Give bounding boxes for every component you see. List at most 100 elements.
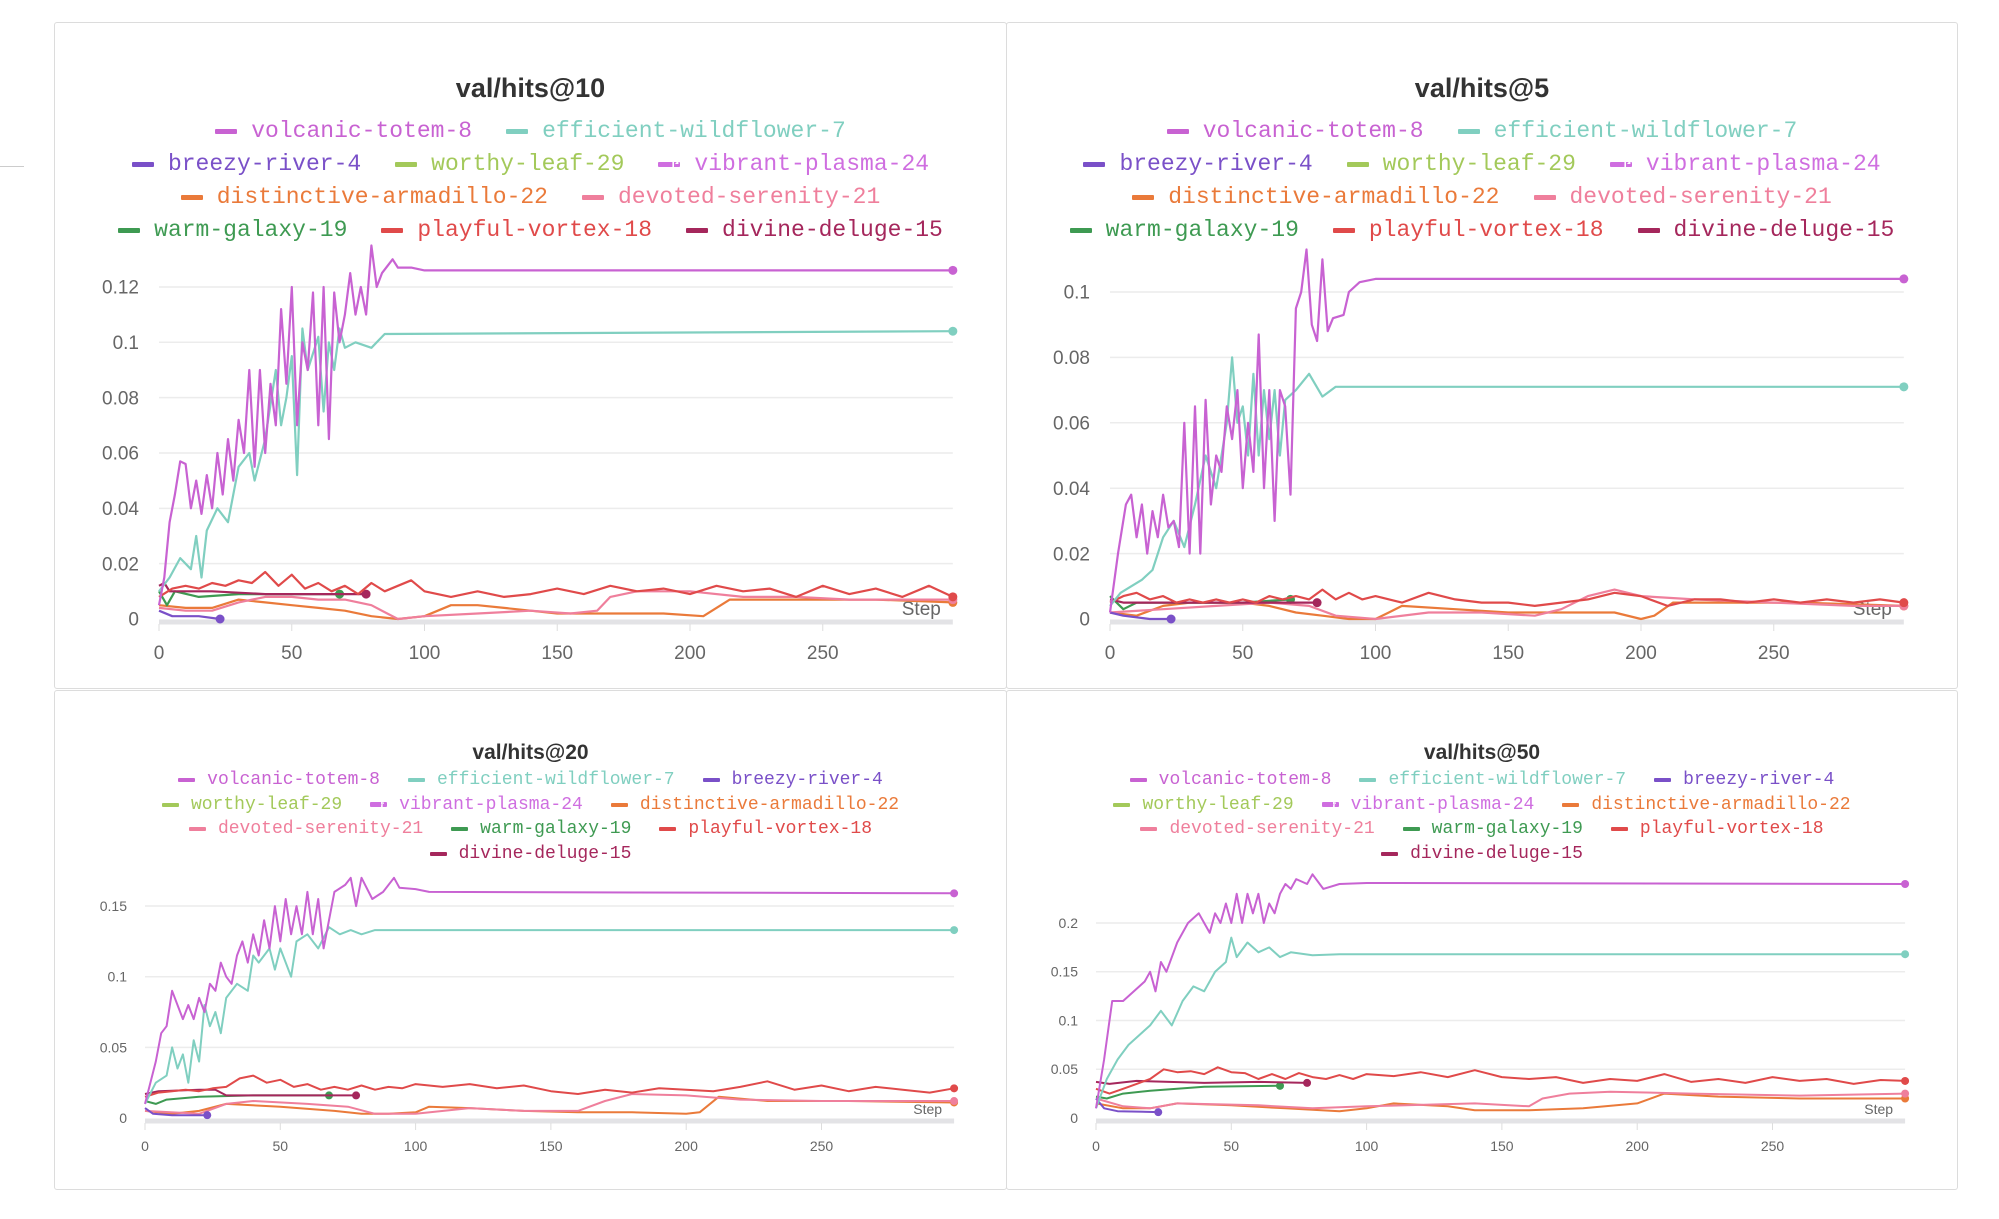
series-line-volcanic-totem-8[interactable] — [1108, 248, 1904, 613]
legend-item[interactable]: divine-deluge-15 — [686, 214, 943, 247]
legend-item[interactable]: distinctive-armadillo-22 — [180, 181, 548, 214]
chart-title: val/hits@5 — [1414, 73, 1550, 103]
legend-item[interactable]: vibrant-plasma-24 — [1609, 148, 1881, 181]
legend-item[interactable]: efficient-wildflower-7 — [407, 768, 675, 793]
series-end-marker — [1312, 598, 1322, 608]
legend-item[interactable]: devoted-serenity-21 — [582, 181, 880, 214]
legend-item[interactable]: volcanic-totem-8 — [1166, 115, 1424, 148]
legend-item[interactable]: warm-galaxy-19 — [451, 817, 631, 842]
x-tick-label: 200 — [1626, 1138, 1650, 1154]
legend-swatch-icon — [1609, 162, 1632, 167]
legend-item[interactable]: efficient-wildflower-7 — [1457, 115, 1797, 148]
series-end-marker — [1899, 382, 1909, 392]
series-line-devoted-serenity-21[interactable] — [1109, 588, 1904, 621]
series-line-volcanic-totem-8[interactable] — [157, 244, 953, 606]
legend-item[interactable]: vibrant-plasma-24 — [1321, 793, 1534, 818]
left-edge-divider — [0, 166, 24, 167]
legend-item[interactable]: volcanic-totem-8 — [178, 768, 380, 793]
series-line-breezy-river-4[interactable] — [158, 609, 221, 621]
legend-item[interactable]: vibrant-plasma-24 — [370, 793, 583, 818]
series-line-devoted-serenity-21[interactable] — [1095, 1090, 1906, 1110]
legend-item[interactable]: worthy-leaf-29 — [161, 793, 342, 818]
y-tick-label: 0 — [1079, 610, 1090, 631]
legend-item[interactable]: breezy-river-4 — [1654, 768, 1834, 793]
series-line-efficient-wildflower-7[interactable] — [1095, 936, 1906, 1109]
legend-row: warm-galaxy-19 playful-vortex-18 divine-de… — [1007, 214, 1957, 247]
series-line-devoted-serenity-21[interactable] — [144, 1093, 955, 1115]
legend-item[interactable]: breezy-river-4 — [1083, 148, 1313, 181]
legend-item[interactable]: volcanic-totem-8 — [215, 115, 472, 148]
legend-label: divine-deluge-15 — [1673, 217, 1895, 243]
series-line-volcanic-totem-8[interactable] — [1095, 873, 1906, 1109]
legend-item[interactable]: playful-vortex-18 — [659, 817, 872, 842]
legend-item[interactable]: divine-deluge-15 — [429, 842, 632, 867]
series-line-distinctive-armadillo-22[interactable] — [144, 1095, 955, 1115]
legend-item[interactable]: worthy-leaf-29 — [1346, 148, 1576, 181]
x-tick-label: 50 — [281, 643, 302, 664]
series-line-playful-vortex-18[interactable] — [144, 1074, 955, 1098]
legend-label: efficient-wildflower-7 — [542, 118, 846, 144]
legend-item[interactable]: efficient-wildflower-7 — [506, 115, 846, 148]
legend-item[interactable]: divine-deluge-15 — [1381, 842, 1583, 867]
legend-item[interactable]: playful-vortex-18 — [1332, 214, 1604, 247]
series-line-efficient-wildflower-7[interactable] — [1109, 356, 1904, 607]
legend-item[interactable]: distinctive-armadillo-22 — [610, 793, 899, 818]
legend-item[interactable]: worthy-leaf-29 — [1113, 793, 1294, 818]
series-line-efficient-wildflower-7[interactable] — [158, 327, 953, 592]
series-line-volcanic-totem-8[interactable] — [144, 876, 955, 1105]
legend-item[interactable]: devoted-serenity-21 — [1533, 181, 1832, 214]
legend-label: playful-vortex-18 — [417, 217, 653, 243]
series-end-marker — [215, 614, 225, 624]
x-axis-label: Step — [902, 599, 941, 620]
series-end-marker — [948, 592, 958, 602]
series-line-breezy-river-4[interactable] — [144, 1107, 208, 1117]
series-line-warm-galaxy-19[interactable] — [1095, 1084, 1281, 1100]
legend-swatch-icon — [702, 778, 720, 783]
legend-swatch-icon — [1129, 778, 1147, 783]
series-line-divine-deluge-15[interactable] — [1109, 598, 1318, 604]
y-tick-label: 0.15 — [100, 898, 127, 914]
legend-item[interactable]: devoted-serenity-21 — [188, 817, 423, 842]
series-line-breezy-river-4[interactable] — [1109, 611, 1172, 621]
legend-row: divine-deluge-15 — [1007, 842, 1957, 867]
series-end-marker — [1901, 1089, 1910, 1098]
legend-item[interactable]: breezy-river-4 — [702, 768, 883, 793]
series-line-devoted-serenity-21[interactable] — [158, 590, 953, 621]
legend-item[interactable]: volcanic-totem-8 — [1129, 768, 1331, 793]
legend-item[interactable]: devoted-serenity-21 — [1140, 817, 1375, 842]
x-tick-label: 50 — [1224, 1138, 1240, 1154]
y-tick-label: 0.05 — [1051, 1061, 1078, 1077]
y-tick-label: 0.08 — [102, 388, 139, 409]
legend-item[interactable]: efficient-wildflower-7 — [1359, 768, 1626, 793]
series-line-playful-vortex-18[interactable] — [1095, 1066, 1906, 1095]
legend-item[interactable]: divine-deluge-15 — [1637, 214, 1895, 247]
series-end-marker — [1901, 880, 1910, 888]
legend-swatch-icon — [1346, 162, 1369, 167]
series-line-divine-deluge-15[interactable] — [158, 581, 367, 596]
legend-item[interactable]: playful-vortex-18 — [1610, 817, 1824, 842]
legend-item[interactable]: distinctive-armadillo-22 — [1132, 181, 1500, 214]
x-tick-label: 200 — [674, 643, 706, 664]
legend-item[interactable]: warm-galaxy-19 — [1069, 214, 1299, 247]
legend-item[interactable]: breezy-river-4 — [131, 148, 361, 181]
series-line-divine-deluge-15[interactable] — [1095, 1079, 1308, 1085]
series-line-efficient-wildflower-7[interactable] — [144, 926, 955, 1105]
legend-item[interactable]: worthy-leaf-29 — [395, 148, 624, 181]
series-line-breezy-river-4[interactable] — [1095, 1097, 1159, 1114]
legend-item[interactable]: playful-vortex-18 — [381, 214, 652, 247]
legend-label: devoted-serenity-21 — [618, 184, 881, 210]
y-tick-label: 0.02 — [102, 554, 139, 575]
series-line-playful-vortex-18[interactable] — [1109, 588, 1904, 607]
y-tick-label: 0.04 — [102, 499, 139, 520]
series-line-distinctive-armadillo-22[interactable] — [158, 598, 953, 621]
y-tick-label: 0 — [128, 610, 139, 631]
legend-item[interactable]: warm-galaxy-19 — [118, 214, 347, 247]
legend-item[interactable]: distinctive-armadillo-22 — [1562, 793, 1851, 818]
legend-swatch-icon — [131, 162, 154, 167]
series-line-playful-vortex-18[interactable] — [158, 570, 954, 598]
legend-item[interactable]: warm-galaxy-19 — [1402, 817, 1583, 842]
series-line-divine-deluge-15[interactable] — [144, 1088, 357, 1097]
legend-label: divine-deluge-15 — [458, 843, 632, 864]
y-tick-label: 0.1 — [113, 333, 139, 354]
legend-item[interactable]: vibrant-plasma-24 — [658, 148, 929, 181]
